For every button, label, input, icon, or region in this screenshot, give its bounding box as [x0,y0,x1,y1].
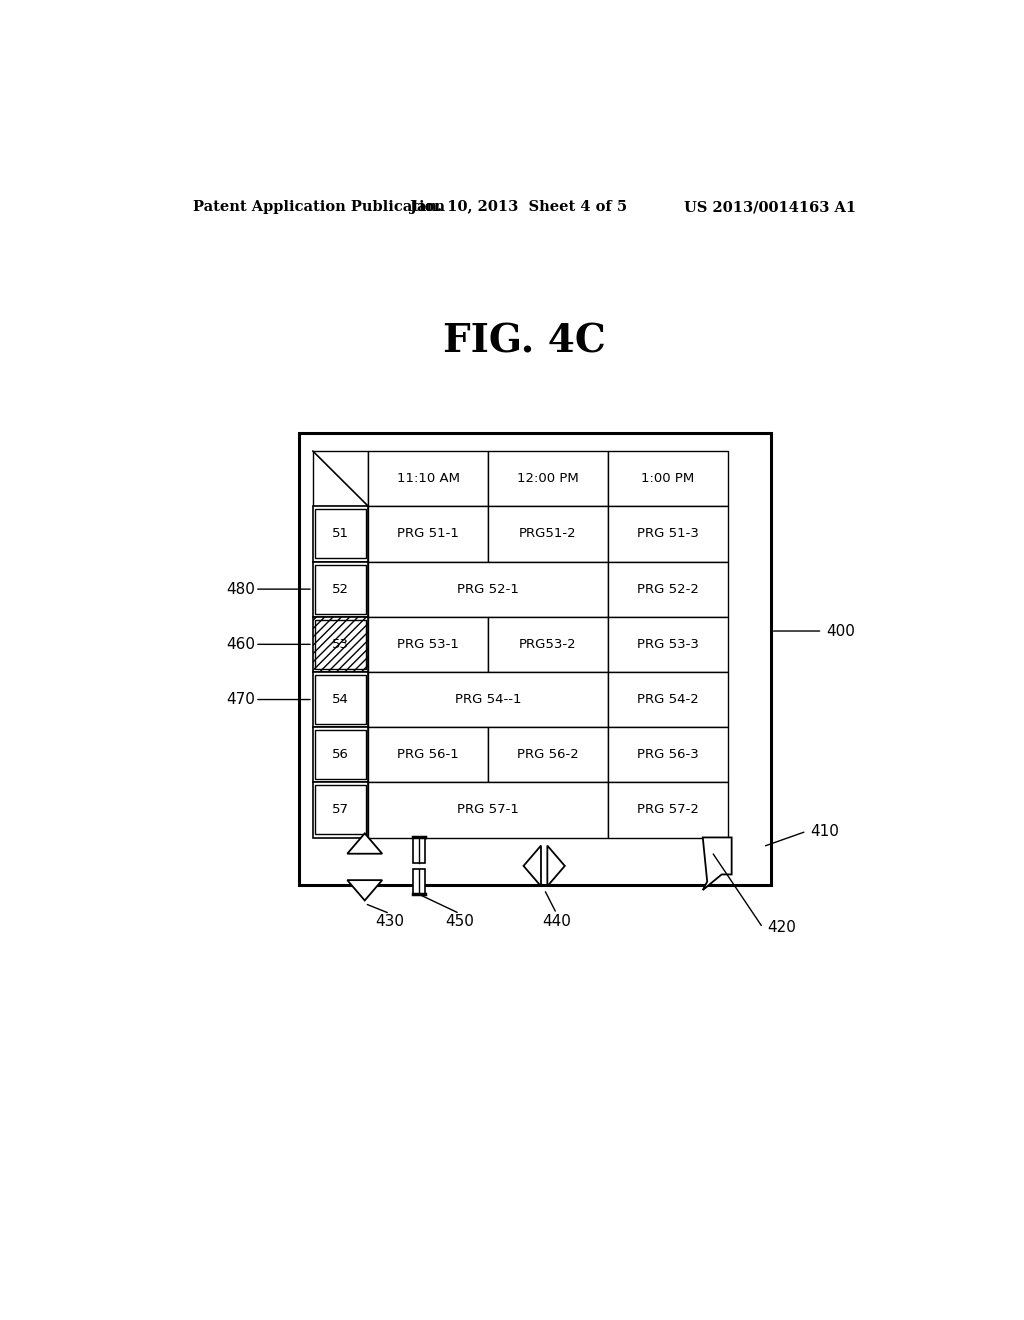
Text: PRG51-2: PRG51-2 [519,528,577,540]
Bar [488,616,608,672]
Bar [413,869,425,895]
Text: PRG 52-2: PRG 52-2 [637,582,698,595]
Bar [313,672,369,727]
Text: 52: 52 [332,582,349,595]
Text: 430: 430 [376,913,404,928]
Text: 51: 51 [332,528,349,540]
Bar [315,675,366,725]
Polygon shape [347,833,382,854]
Text: 11:10 AM: 11:10 AM [396,473,460,486]
Text: 470: 470 [226,692,255,708]
Bar [608,672,728,727]
Bar [313,561,369,616]
Bar [608,507,728,561]
Text: 400: 400 [826,623,855,639]
Bar [313,451,369,507]
Text: PRG 51-3: PRG 51-3 [637,528,698,540]
Bar [369,561,608,616]
Text: Patent Application Publication: Patent Application Publication [194,201,445,214]
Bar [315,565,366,614]
Text: PRG53-2: PRG53-2 [519,638,577,651]
Bar [315,730,366,779]
Bar [313,727,369,783]
Text: 480: 480 [226,582,255,597]
Bar [608,727,728,783]
Text: Jan. 10, 2013  Sheet 4 of 5: Jan. 10, 2013 Sheet 4 of 5 [410,201,627,214]
Bar [369,616,488,672]
Bar [313,616,369,672]
Text: PRG 56-2: PRG 56-2 [517,748,579,762]
Text: 440: 440 [542,913,571,928]
Bar [369,783,608,837]
Bar [369,727,488,783]
Text: 54: 54 [332,693,349,706]
Bar [313,783,369,837]
Bar [315,785,366,834]
Text: FIG. 4C: FIG. 4C [443,322,606,360]
Text: 450: 450 [445,913,474,928]
Text: PRG 57-1: PRG 57-1 [457,804,519,817]
Text: PRG 54-2: PRG 54-2 [637,693,698,706]
Text: PRG 57-2: PRG 57-2 [637,804,698,817]
Text: 420: 420 [767,920,796,936]
Text: PRG 52-1: PRG 52-1 [457,582,519,595]
Text: US 2013/0014163 A1: US 2013/0014163 A1 [684,201,856,214]
Polygon shape [347,880,382,900]
Text: PRG 56-3: PRG 56-3 [637,748,698,762]
Bar [369,451,488,507]
Text: 1:00 PM: 1:00 PM [641,473,694,486]
Bar [608,783,728,837]
Bar [608,561,728,616]
Text: PRG 53-3: PRG 53-3 [637,638,698,651]
Bar [313,507,369,561]
Bar [369,507,488,561]
Polygon shape [523,846,541,886]
Text: 460: 460 [226,636,255,652]
Text: 53: 53 [332,638,349,651]
Text: 12:00 PM: 12:00 PM [517,473,579,486]
Text: 410: 410 [811,824,840,838]
Bar [608,451,728,507]
Bar [488,507,608,561]
Text: PRG 54--1: PRG 54--1 [455,693,521,706]
Bar [315,510,366,558]
Bar [488,451,608,507]
Bar [369,672,608,727]
Bar [315,620,366,669]
Bar [413,837,425,863]
Text: PRG 51-1: PRG 51-1 [397,528,459,540]
Text: PRG 56-1: PRG 56-1 [397,748,459,762]
Bar [299,433,771,886]
Polygon shape [548,846,565,886]
Text: 57: 57 [332,804,349,817]
Bar [313,616,369,672]
Text: 56: 56 [332,748,349,762]
Text: PRG 53-1: PRG 53-1 [397,638,459,651]
Bar [488,727,608,783]
Polygon shape [702,837,732,890]
Bar [608,616,728,672]
